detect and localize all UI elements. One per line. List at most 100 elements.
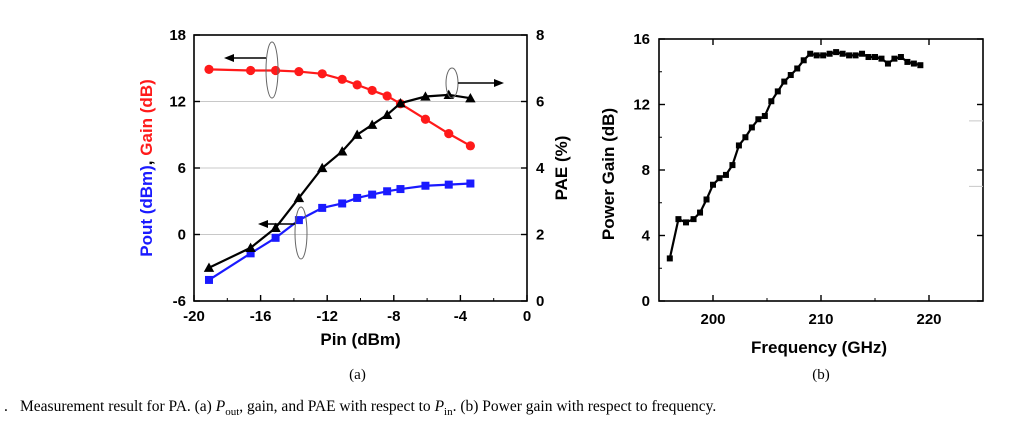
y-tick-label: 12 [633, 97, 650, 114]
data-point [420, 91, 431, 101]
data-point [839, 50, 846, 57]
y-left-tick-label: 12 [169, 94, 186, 111]
data-point [294, 216, 303, 225]
data-point [351, 129, 363, 139]
y-right-tick-label: 4 [536, 160, 545, 177]
data-point [203, 262, 215, 272]
data-point [787, 72, 794, 79]
data-point [813, 52, 820, 59]
data-point [204, 64, 214, 74]
data-point [421, 181, 430, 190]
chart-b: 200 210 220 0 4 8 12 16 Frequency (GHz) Power Gai… [599, 31, 984, 383]
data-point [774, 88, 781, 95]
annotation-ellipse [294, 206, 308, 260]
data-point [317, 162, 328, 173]
annotation-ellipse [265, 41, 279, 99]
y-left-tick-label: -6 [173, 293, 186, 310]
y-left-axis-label-part: Gain (dB) [137, 79, 156, 156]
y-tick-label: 0 [642, 293, 650, 310]
data-point [336, 146, 348, 156]
y-right-axis-label: PAE (%) [552, 136, 571, 201]
data-point [381, 109, 393, 119]
data-point [382, 91, 392, 101]
x-tick-label: 0 [523, 308, 531, 325]
data-point [859, 50, 866, 57]
x-tick-label: 210 [808, 311, 833, 328]
chart-a: -20 -16 -12 -8 -4 0 -6 0 6 12 18 0 2 4 6 8 Pin (dBm) Pout… [137, 27, 571, 383]
data-point [443, 89, 454, 100]
data-point [270, 222, 281, 233]
data-point [294, 66, 304, 77]
data-point [697, 209, 704, 216]
x-tick-label: -12 [316, 308, 338, 325]
caption-segment: P [434, 398, 445, 415]
data-point [748, 124, 755, 131]
x-axis-label: Pin (dBm) [320, 330, 400, 349]
data-point [884, 60, 891, 67]
y-tick-label: 16 [633, 31, 650, 48]
data-point [352, 80, 362, 90]
caption-segment: in [444, 406, 453, 419]
data-point [293, 192, 305, 203]
data-point [396, 185, 405, 194]
caption-prefix: . [4, 398, 8, 415]
data-point [368, 190, 377, 199]
panel-label-b: (b) [812, 367, 830, 383]
data-point [865, 54, 872, 61]
data-point [366, 119, 378, 129]
x-tick-label: -20 [183, 308, 205, 325]
annotation-ellipse [445, 67, 459, 99]
x-tick-label: -8 [387, 308, 400, 325]
caption-segment: . (b) Power gain with respect to frequen… [452, 398, 717, 415]
data-point [904, 58, 911, 65]
data-point [833, 49, 840, 56]
data-point [710, 181, 716, 188]
data-point [465, 92, 476, 103]
x-tick-label: -4 [454, 308, 468, 325]
caption-segment: out [225, 406, 240, 419]
data-point [271, 233, 280, 242]
data-point [683, 219, 689, 226]
x-tick-label: 220 [916, 311, 941, 328]
y-left-tick-label: 0 [178, 227, 186, 244]
data-point [794, 65, 801, 72]
data-point [466, 179, 475, 188]
y-left-axis-label-part: Pout (dBm) [137, 165, 156, 257]
data-point [878, 55, 885, 62]
y-right-tick-label: 2 [536, 227, 544, 244]
y-left-tick-label: 18 [169, 27, 186, 44]
data-point [367, 85, 377, 96]
data-point [897, 54, 904, 61]
data-point [383, 187, 392, 196]
annotation-arrowhead [258, 220, 268, 228]
y-tick-label: 8 [642, 162, 650, 179]
x-axis-label: Frequency (GHz) [751, 338, 887, 357]
plot-frame [658, 38, 984, 302]
data-point [245, 242, 256, 252]
x-tick-label: 200 [700, 311, 725, 328]
data-point [444, 129, 454, 139]
y-left-tick-label: 6 [178, 160, 186, 177]
data-point [872, 54, 878, 61]
data-point [353, 193, 362, 202]
data-point [317, 69, 327, 79]
series-line [668, 50, 921, 259]
data-point [204, 275, 213, 284]
data-point [690, 216, 697, 223]
data-point [420, 114, 431, 124]
series-line [208, 93, 471, 269]
data-point [246, 249, 255, 258]
x-tick-label: -16 [250, 308, 272, 325]
data-point [800, 57, 807, 64]
data-point [768, 98, 775, 105]
y-left-axis-label-part: , [137, 156, 156, 165]
y-right-tick-label: 8 [536, 27, 544, 44]
data-point [270, 65, 281, 76]
data-point [781, 78, 788, 85]
data-point [675, 216, 682, 223]
y-axis-label: Power Gain (dB) [599, 108, 618, 240]
data-point [465, 141, 475, 151]
data-point [444, 180, 453, 189]
caption-text: Measurement result for PA. (a) Pout, gai… [20, 398, 716, 418]
